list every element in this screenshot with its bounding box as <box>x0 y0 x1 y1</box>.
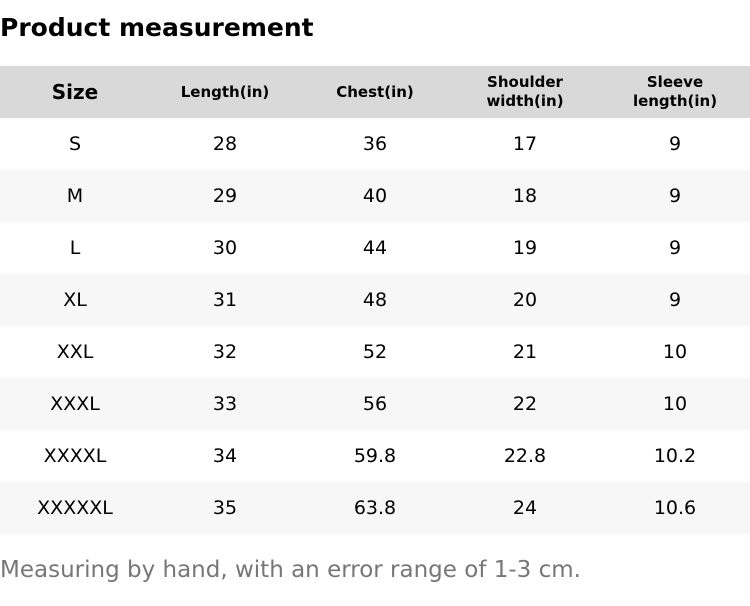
table-row: XXXXL 34 59.8 22.8 10.2 <box>0 430 750 482</box>
table-cell: 17 <box>512 133 538 155</box>
table-cell: XXXXXL <box>37 497 113 519</box>
table-cell: 48 <box>362 289 388 311</box>
table-cell: XXXXL <box>43 445 107 467</box>
table-cell: 28 <box>212 133 238 155</box>
table-row: S 28 36 17 9 <box>0 118 750 170</box>
table-cell: 56 <box>362 393 388 415</box>
table-cell: XXXL <box>50 393 100 415</box>
table-row: XXL 32 52 21 10 <box>0 326 750 378</box>
table-cell: L <box>69 237 81 259</box>
table-cell: 30 <box>212 237 238 259</box>
table-cell: 20 <box>512 289 538 311</box>
table-cell: 32 <box>212 341 238 363</box>
table-cell: S <box>68 133 82 155</box>
header-cell: Shoulder width(in) <box>486 73 564 110</box>
table-cell: 10 <box>662 341 688 363</box>
header-cell: Sleeve length(in) <box>632 73 718 110</box>
header-cell: Length(in) <box>180 82 270 101</box>
table-row: M 29 40 18 9 <box>0 170 750 222</box>
table-cell: 63.8 <box>353 497 397 519</box>
table-cell: 35 <box>212 497 238 519</box>
footnote: Measuring by hand, with an error range o… <box>0 557 581 583</box>
table-cell: 31 <box>212 289 238 311</box>
title: Product measurement <box>0 13 314 42</box>
measurement-table: Size Length(in) Chest(in) Shoulder width(in… <box>0 66 750 534</box>
table-cell: 10.2 <box>653 445 697 467</box>
table-cell: 36 <box>362 133 388 155</box>
table-cell: 59.8 <box>353 445 397 467</box>
table-cell: 24 <box>512 497 538 519</box>
table-cell: 40 <box>362 185 388 207</box>
header-row: Size Length(in) Chest(in) Shoulder width(in… <box>0 66 750 118</box>
table-cell: 9 <box>668 289 682 311</box>
table-cell: 10.6 <box>653 497 697 519</box>
header-cell: Chest(in) <box>336 82 414 101</box>
table-cell: 18 <box>512 185 538 207</box>
table-row: XXXL 33 56 22 10 <box>0 378 750 430</box>
table-cell: 9 <box>668 133 682 155</box>
table-cell: 10 <box>662 393 688 415</box>
table-cell: 22 <box>512 393 538 415</box>
header-cell: Size <box>51 79 99 104</box>
table-cell: 22.8 <box>503 445 547 467</box>
table-cell: M <box>66 185 84 207</box>
table-row: L 30 44 19 9 <box>0 222 750 274</box>
table-cell: 19 <box>512 237 538 259</box>
table-cell: 52 <box>362 341 388 363</box>
table-cell: 34 <box>212 445 238 467</box>
table-cell: 33 <box>212 393 238 415</box>
table-cell: 9 <box>668 185 682 207</box>
table-cell: 21 <box>512 341 538 363</box>
table-cell: 44 <box>362 237 388 259</box>
table-row: XXXXXL 35 63.8 24 10.6 <box>0 482 750 534</box>
table-cell: 29 <box>212 185 238 207</box>
table-cell: XL <box>63 289 87 311</box>
table-row: XL 31 48 20 9 <box>0 274 750 326</box>
table-cell: 9 <box>668 237 682 259</box>
table-cell: XXL <box>56 341 94 363</box>
